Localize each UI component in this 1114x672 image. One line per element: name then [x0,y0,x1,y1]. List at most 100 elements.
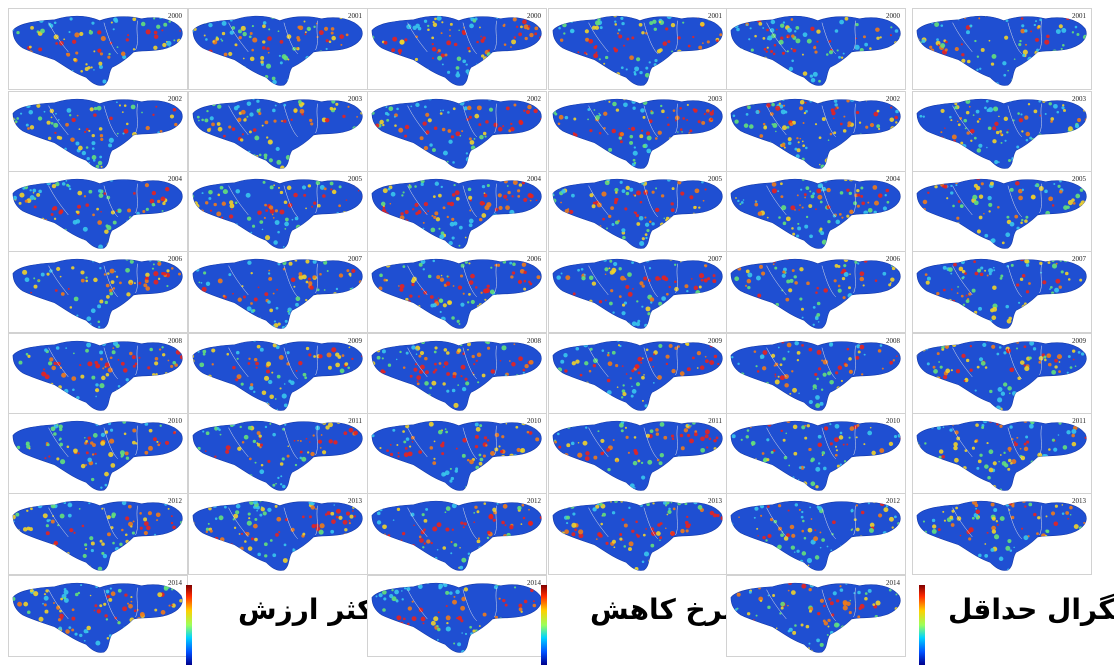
pixel-cluster [619,140,623,144]
pixel-cluster [249,112,254,117]
boundary-line [588,345,678,380]
pixel-cluster [685,325,689,329]
pixel-cluster [373,387,378,392]
pixel-cluster [631,321,637,327]
pixel-cluster [637,319,641,323]
pixel-cluster [354,324,359,328]
pixel-cluster [594,20,601,26]
pixel-cluster [642,533,646,537]
pixel-cluster [292,556,298,562]
pixel-cluster [780,36,784,40]
pixel-cluster [648,357,653,362]
pixel-cluster [652,19,657,24]
pixel-cluster [445,590,450,595]
pixel-cluster [641,475,646,480]
pixel-cluster [108,403,111,406]
pixel-cluster [192,521,196,527]
colorbar-legend [541,585,569,665]
pixel-cluster [399,236,405,241]
pixel-cluster [477,381,480,384]
pixel-cluster [697,308,702,313]
pixel-cluster [305,346,310,351]
pixel-cluster [179,76,183,82]
pixel-cluster [1075,166,1078,169]
pixel-cluster [664,240,668,244]
pixel-cluster [197,306,201,310]
pixel-cluster [374,295,379,300]
pixel-cluster [45,648,48,650]
pixel-cluster [438,362,442,365]
pixel-cluster [555,127,560,131]
pixel-cluster [596,478,599,481]
pixel-cluster [712,274,716,278]
group-title: نرخ کاهش [590,593,734,626]
pixel-cluster [256,431,261,435]
pixel-cluster [630,394,634,398]
pixel-cluster [245,192,251,198]
pixel-cluster [662,60,665,63]
pixel-cluster [351,535,354,537]
pixel-cluster [260,56,265,60]
pixel-cluster [461,130,464,133]
pixel-cluster [797,141,800,144]
pixel-cluster [242,403,248,409]
pixel-cluster [378,424,382,427]
pixel-cluster [533,621,536,624]
pixel-cluster [130,596,133,599]
pixel-cluster [127,602,130,605]
pixel-cluster [173,210,177,214]
pixel-cluster [767,35,773,41]
pixel-cluster [165,403,171,409]
year-label: 2011 [348,417,362,425]
pixel-cluster [460,302,465,307]
pixel-cluster [44,457,47,460]
pixel-cluster [175,234,180,239]
boundary-line [588,263,678,298]
pixel-cluster [323,289,326,291]
pixel-cluster [345,199,348,201]
pixel-cluster [136,211,140,216]
pixel-cluster [680,78,685,84]
pixel-cluster [411,283,415,287]
pixel-cluster [110,280,115,284]
pixel-cluster [307,157,310,160]
pixel-cluster [313,217,316,219]
pixel-cluster [55,346,60,350]
pixel-cluster [292,312,297,318]
pixel-cluster [846,60,851,64]
pixel-cluster [459,565,464,570]
pixel-cluster [325,39,329,43]
pixel-cluster [1074,124,1080,129]
pixel-cluster [384,300,390,306]
pixel-cluster [573,148,575,151]
pixel-cluster [337,213,341,217]
pixel-cluster [88,189,93,194]
pixel-cluster [304,31,307,34]
pixel-cluster [168,604,171,607]
pixel-cluster [569,307,574,312]
pixel-cluster [557,231,563,236]
pixel-cluster [424,68,430,74]
pixel-cluster [514,566,517,569]
pixel-cluster [143,155,148,159]
pixel-cluster [204,52,208,56]
pixel-cluster [600,228,603,231]
pixel-cluster [685,523,691,529]
pixel-cluster [58,210,63,215]
pixel-cluster [252,341,257,343]
pixel-cluster [280,165,285,169]
pixel-cluster [1078,44,1083,49]
pixel-cluster [566,522,569,525]
pixel-cluster [1086,107,1087,112]
pixel-cluster [376,355,381,360]
pixel-cluster [29,125,35,130]
pixel-cluster [589,396,592,399]
pixel-cluster [867,208,873,213]
pixel-cluster [816,29,821,34]
pixel-cluster [440,32,443,35]
pixel-cluster [538,562,541,565]
pixel-cluster [796,194,799,197]
pixel-cluster [76,314,79,317]
pixel-cluster [641,399,644,402]
pixel-cluster [471,239,476,244]
